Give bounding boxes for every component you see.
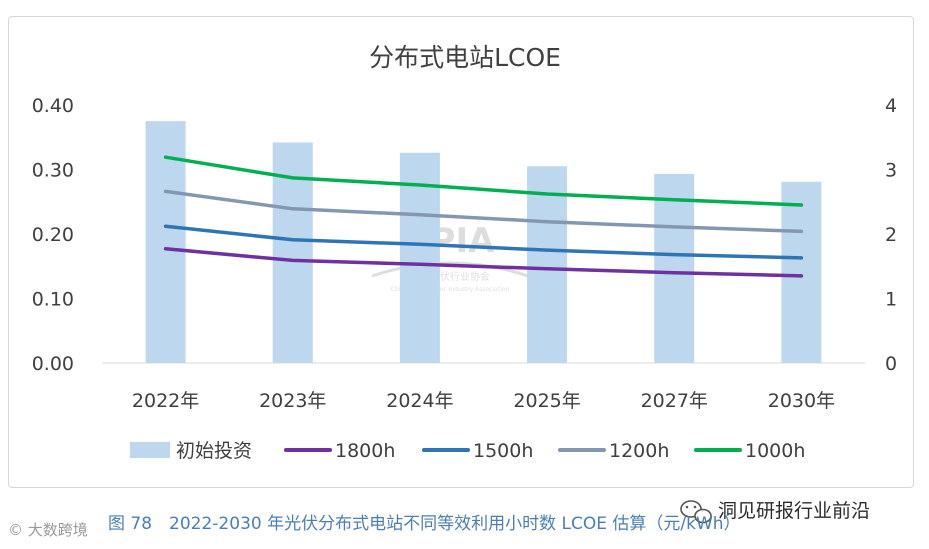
legend-item-1000h: 1000h: [694, 440, 805, 462]
brand-mark: 洞见研报行业前沿: [680, 500, 870, 524]
legend: 初始投资 1800h 1500h 1200h 1000h: [130, 440, 805, 462]
left-tick-label: 0.00: [32, 353, 74, 375]
category-label: 2027年: [641, 390, 708, 412]
category-label: 2022年: [132, 390, 199, 412]
legend-item-初始投资: 初始投资: [130, 440, 252, 462]
line-1200h: [163, 189, 804, 234]
bar-2022年: [145, 121, 186, 363]
legend-item-1800h: 1800h: [284, 440, 395, 462]
legend-label: 1000h: [745, 440, 805, 462]
legend-label: 1800h: [335, 440, 395, 462]
legend-label: 初始投资: [176, 440, 252, 462]
watermark-org-en: China Photovoltaic Industry Association: [391, 286, 510, 293]
bar-2025年: [527, 166, 568, 363]
bar-2030年: [781, 181, 822, 363]
category-label: 2030年: [768, 390, 835, 412]
category-label: 2024年: [386, 390, 453, 412]
right-tick-label: 0: [885, 353, 897, 375]
bar-2024年: [399, 152, 440, 363]
category-label: 2023年: [259, 390, 326, 412]
legend-item-1500h: 1500h: [422, 440, 533, 462]
right-tick-label: 4: [885, 95, 897, 117]
figure-caption: 图 78 2022-2030 年光伏分布式电站不同等效利用小时数 LCOE 估算…: [108, 514, 741, 534]
right-tick-label: 1: [885, 289, 897, 311]
bar-2027年: [654, 174, 695, 363]
left-tick-label: 0.20: [32, 224, 74, 246]
bar-series: [145, 121, 822, 363]
corner-watermark: © 大数跨境: [8, 521, 88, 539]
legend-swatch: [130, 442, 170, 458]
wechat-icon: [680, 500, 712, 524]
chart-title: 分布式电站LCOE: [369, 43, 561, 72]
category-label: 2025年: [513, 390, 580, 412]
left-tick-label: 0.10: [32, 289, 74, 311]
left-tick-label: 0.40: [32, 95, 74, 117]
legend-label: 1500h: [473, 440, 533, 462]
line-1500h: [163, 224, 804, 260]
left-tick-label: 0.30: [32, 160, 74, 182]
left-axis-ticks: 0.00 0.10 0.20 0.30 0.40: [32, 95, 74, 375]
line-series: [163, 155, 804, 278]
watermark-arc: [371, 261, 529, 278]
right-axis-ticks: 0 1 2 3 4: [885, 95, 897, 375]
cpia-watermark: CPIA 中国光伏行业协会 China Photovoltaic Industr…: [371, 221, 529, 293]
category-labels: 2022年 2023年 2024年 2025年 2027年 2030年: [132, 390, 835, 412]
right-tick-label: 3: [885, 160, 897, 182]
right-tick-label: 2: [885, 224, 897, 246]
line-1800h: [163, 247, 804, 278]
legend-item-1200h: 1200h: [558, 440, 669, 462]
brand-text: 洞见研报行业前沿: [718, 500, 870, 522]
line-1000h: [163, 155, 804, 207]
legend-label: 1200h: [609, 440, 669, 462]
